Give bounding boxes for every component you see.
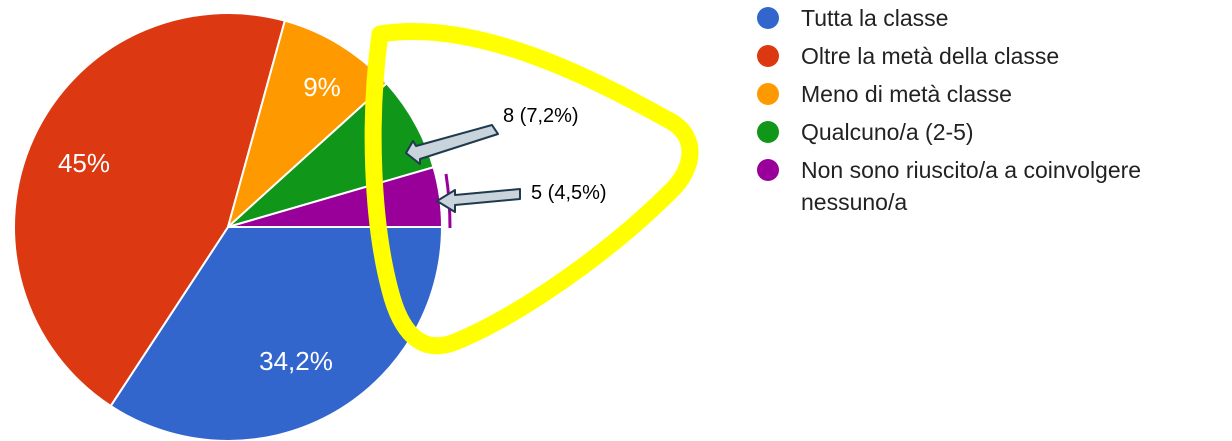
legend-label: Qualcuno/a (2-5) xyxy=(801,119,974,145)
pie-slices xyxy=(13,12,444,441)
pie-slice-meno-di-met-classe xyxy=(226,19,389,231)
legend-item-oltre-la-meta: Oltre la metà della classe xyxy=(757,40,1227,72)
legend-swatch-icon xyxy=(757,45,779,67)
pie-slice-non-sono-riuscito-a-a-coinvolgere-nessuno-a xyxy=(227,166,444,228)
legend-item-qualcuno: Qualcuno/a (2-5) xyxy=(757,116,1227,148)
legend-swatch-icon xyxy=(757,83,779,105)
slice-label-oltre-la-meta: 45% xyxy=(58,148,110,178)
legend-swatch-icon xyxy=(757,159,779,181)
legend-swatch-icon xyxy=(757,121,779,143)
legend-label: Meno di metà classe xyxy=(801,81,1012,107)
callout-arrow-nessuno xyxy=(436,188,521,213)
legend-item-meno-di-meta: Meno di metà classe xyxy=(757,78,1227,110)
slice-labels: 34,2% 45% 9% xyxy=(58,72,341,376)
legend-label: Non sono riuscito/a a coinvolgere nessun… xyxy=(801,157,1142,215)
callout-arrow-qualcuno xyxy=(405,124,499,165)
legend-label: Oltre la metà della classe xyxy=(801,43,1060,69)
legend-item-nessuno: Non sono riuscito/a a coinvolgere nessun… xyxy=(757,154,1227,218)
callout-label-nessuno: 5 (4,5%) xyxy=(531,182,607,204)
highlight-outline xyxy=(364,22,699,355)
chart-legend: Tutta la classe Oltre la metà della clas… xyxy=(757,2,1227,224)
slice-label-tutta-la-classe: 34,2% xyxy=(259,346,333,376)
legend-label: Tutta la classe xyxy=(801,5,949,31)
legend-swatch-icon xyxy=(757,7,779,29)
legend-item-tutta-la-classe: Tutta la classe xyxy=(757,2,1227,34)
slice-label-meno-di-meta: 9% xyxy=(303,72,341,102)
pie-slice-oltre-la-met-della-classe xyxy=(13,12,287,408)
callout-label-qualcuno: 8 (7,2%) xyxy=(503,105,579,127)
